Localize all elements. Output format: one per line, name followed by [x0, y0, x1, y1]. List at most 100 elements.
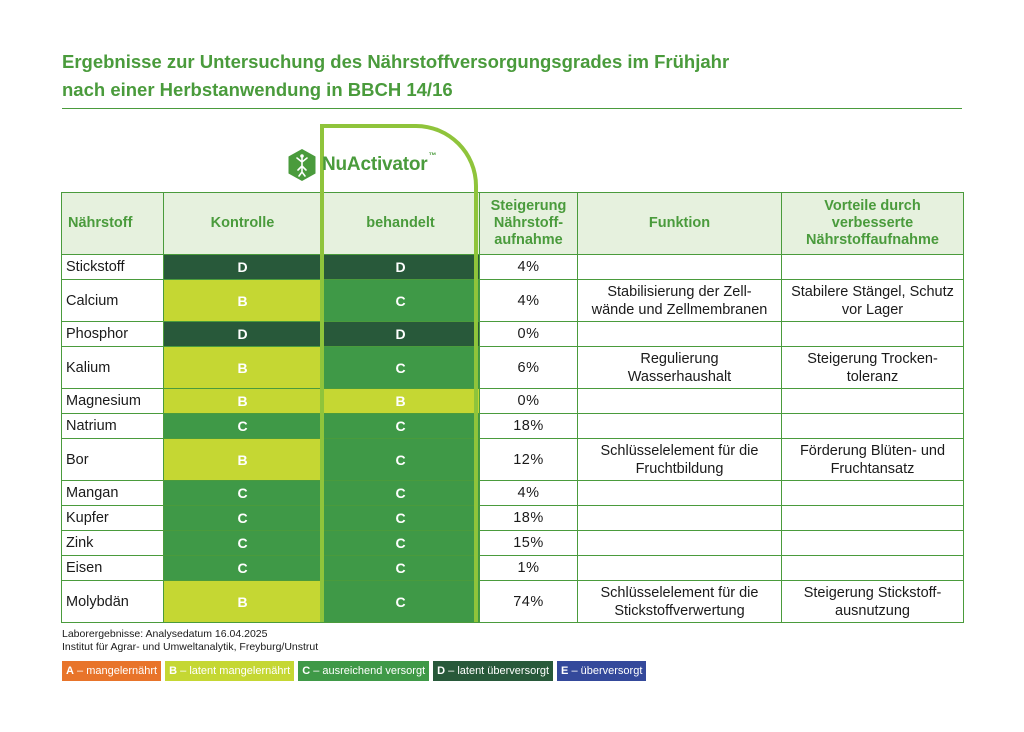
legend-label: ausreichend versorgt: [322, 665, 426, 677]
increase-value: 18%: [479, 413, 578, 439]
control-grade: C: [163, 530, 322, 556]
function-cell: Stabilisierung der Zell-wände und Zellme…: [577, 279, 782, 322]
benefit-cell: [781, 413, 964, 439]
table-row: Molybdän B C 74% Schlüsselelement für die Sti…: [61, 580, 964, 623]
title-line-2: nach einer Herbstanwendung in BBCH 14/16: [62, 79, 453, 100]
nutrient-name: Bor: [61, 438, 164, 481]
treated-grade: C: [321, 346, 480, 389]
control-grade: B: [163, 346, 322, 389]
treated-grade: C: [321, 555, 480, 581]
header-control: Kontrolle: [163, 192, 322, 255]
control-grade: D: [163, 254, 322, 280]
nutrient-name: Eisen: [61, 555, 164, 581]
header-nutrient: Nährstoff: [61, 192, 164, 255]
legend-item: A – mangelernährt: [62, 661, 162, 681]
benefit-cell: [781, 388, 964, 414]
legend-label: latent mangelernährt: [189, 665, 291, 677]
header-treated: behandelt: [321, 192, 480, 255]
treated-grade: C: [321, 480, 480, 506]
increase-value: 15%: [479, 530, 578, 556]
title-divider: [62, 108, 962, 109]
benefit-cell: [781, 505, 964, 531]
legend-item: C – ausreichend versorgt: [298, 661, 430, 681]
control-grade: B: [163, 580, 322, 623]
benefit-cell: Steigerung Stickstoff-ausnutzung: [781, 580, 964, 623]
function-line: Schlüsselelement für die: [600, 442, 759, 459]
increase-value: 74%: [479, 580, 578, 623]
nutrient-name: Natrium: [61, 413, 164, 439]
increase-value: 4%: [479, 279, 578, 322]
function-cell: [577, 480, 782, 506]
table-row: Bor B C 12% Schlüsselelement für die Fruchtbi…: [61, 438, 964, 481]
nutrient-name: Stickstoff: [61, 254, 164, 280]
header-increase: Steigerung Nährstoff- aufnahme: [479, 192, 578, 255]
table-row: Kalium B C 6% Regulierung Wasserhaushalt Steig…: [61, 346, 964, 389]
hexagon-root-icon: [288, 149, 316, 181]
table-row: Zink C C 15%: [61, 530, 964, 556]
function-cell: [577, 505, 782, 531]
nutrient-name: Mangan: [61, 480, 164, 506]
treated-grade: B: [321, 388, 480, 414]
control-grade: B: [163, 279, 322, 322]
increase-value: 1%: [479, 555, 578, 581]
treated-grade: C: [321, 438, 480, 481]
function-cell: [577, 555, 782, 581]
increase-value: 18%: [479, 505, 578, 531]
function-cell: [577, 530, 782, 556]
function-cell: Schlüsselelement für die Fruchtbildung: [577, 438, 782, 481]
nutrient-name: Phosphor: [61, 321, 164, 347]
table-row: Eisen C C 1%: [61, 555, 964, 581]
increase-value: 4%: [479, 254, 578, 280]
legend-label: mangelernährt: [86, 665, 158, 677]
control-grade: B: [163, 388, 322, 414]
legend-code: A: [66, 665, 74, 677]
benefit-line: Fruchtansatz: [830, 460, 915, 477]
benefit-line: Steigerung Stickstoff-: [803, 584, 942, 601]
increase-value: 4%: [479, 480, 578, 506]
control-grade: C: [163, 480, 322, 506]
control-grade: C: [163, 555, 322, 581]
control-grade: B: [163, 438, 322, 481]
benefit-cell: [781, 254, 964, 280]
function-line: Fruchtbildung: [635, 460, 724, 477]
benefit-cell: Förderung Blüten- und Fruchtansatz: [781, 438, 964, 481]
page-title: Ergebnisse zur Untersuchung des Nährstof…: [62, 48, 962, 104]
legend-code: D: [437, 665, 446, 677]
control-grade: C: [163, 505, 322, 531]
table-row: Magnesium B B 0%: [61, 388, 964, 414]
increase-value: 12%: [479, 438, 578, 481]
analysis-date: Laborergebnisse: Analysedatum 16.04.2025: [62, 628, 268, 640]
function-cell: Schlüsselelement für die Stickstoffverwer…: [577, 580, 782, 623]
function-cell: [577, 321, 782, 347]
benefit-line: ausnutzung: [835, 602, 910, 619]
table-header-row: Nährstoff Kontrolle behandelt Steigerung…: [61, 192, 964, 255]
table-row: Phosphor D D 0%: [61, 321, 964, 347]
function-line: Stabilisierung der Zell-: [607, 283, 752, 300]
treated-grade: C: [321, 530, 480, 556]
function-cell: [577, 388, 782, 414]
treated-grade: C: [321, 279, 480, 322]
function-line: Wasserhaushalt: [627, 368, 732, 385]
function-cell: [577, 254, 782, 280]
benefit-line: vor Lager: [841, 301, 904, 318]
source-note: Laborergebnisse: Analysedatum 16.04.2025…: [62, 628, 318, 654]
legend-item: B – latent mangelernährt: [165, 661, 295, 681]
benefit-cell: Stabilere Stängel, Schutz vor Lager: [781, 279, 964, 322]
function-line: Schlüsselelement für die: [600, 584, 759, 601]
function-line: wände und Zellmembranen: [591, 301, 768, 318]
header-benefits: Vorteile durch verbesserte Nährstoffaufn…: [781, 192, 964, 255]
benefit-line: Förderung Blüten- und: [799, 442, 946, 459]
benefit-line: Steigerung Trocken-: [807, 350, 938, 367]
nutrient-name: Kalium: [61, 346, 164, 389]
function-cell: Regulierung Wasserhaushalt: [577, 346, 782, 389]
table-row: Calcium B C 4% Stabilisierung der Zell-wände…: [61, 279, 964, 322]
brand-name: NuActivator™: [322, 151, 437, 175]
control-grade: C: [163, 413, 322, 439]
benefit-cell: [781, 530, 964, 556]
benefit-cell: Steigerung Trocken-toleranz: [781, 346, 964, 389]
table-row: Kupfer C C 18%: [61, 505, 964, 531]
nutrient-name: Kupfer: [61, 505, 164, 531]
table-row: Mangan C C 4%: [61, 480, 964, 506]
benefit-line: toleranz: [846, 368, 899, 385]
nuactivator-logo: NuActivator™: [287, 148, 436, 182]
